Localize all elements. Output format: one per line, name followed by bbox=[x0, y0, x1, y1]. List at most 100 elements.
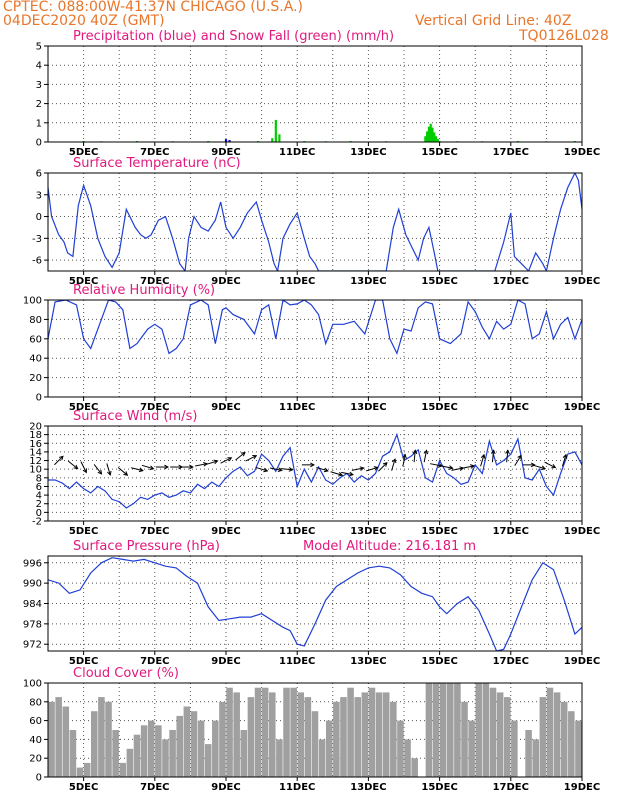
x-tick-label: 17DEC bbox=[493, 782, 529, 793]
cloud-bar bbox=[347, 687, 354, 777]
precip-bar bbox=[228, 140, 231, 142]
cloud-bar bbox=[233, 692, 240, 777]
x-tick-label: 19DEC bbox=[564, 147, 600, 158]
wind-arrow-head bbox=[338, 472, 344, 477]
cloud-bar bbox=[254, 687, 262, 777]
wind-arrow bbox=[205, 460, 218, 465]
cloud-bar bbox=[475, 683, 483, 777]
x-tick-label: 11DEC bbox=[279, 276, 315, 287]
cloud-bar bbox=[325, 720, 333, 777]
cloud-bar bbox=[290, 687, 297, 777]
cloud-bar bbox=[55, 697, 62, 777]
wind-arrow bbox=[430, 463, 443, 467]
x-tick-label: 17DEC bbox=[493, 147, 529, 158]
cloud-bar bbox=[461, 701, 468, 777]
y-tick-label: 8 bbox=[36, 473, 42, 484]
wind-arrow bbox=[402, 454, 406, 467]
wind-arrow-head bbox=[490, 449, 496, 455]
wind-arrow-head bbox=[402, 453, 407, 459]
y-tick-label: 996 bbox=[23, 558, 42, 569]
x-tick-label: 15DEC bbox=[421, 402, 457, 413]
wind-arrow bbox=[413, 450, 416, 463]
y-tick-label: 2 bbox=[36, 499, 42, 510]
cloud-bar bbox=[226, 687, 233, 777]
wind-arrow-head bbox=[138, 467, 144, 473]
cloud-bar bbox=[311, 711, 319, 777]
pressure-data bbox=[48, 557, 582, 651]
wind-arrow bbox=[378, 462, 388, 472]
cloud-bar bbox=[62, 706, 70, 777]
cloud-bar bbox=[98, 697, 105, 777]
cloud-bar bbox=[183, 706, 191, 777]
wind-arrow bbox=[117, 467, 128, 476]
wind-arrow bbox=[391, 458, 396, 471]
wind-arrow-head bbox=[149, 465, 155, 471]
wind-series-line bbox=[48, 432, 582, 509]
wind-arrow-head bbox=[412, 449, 418, 455]
cloud-bar bbox=[397, 720, 404, 777]
y-tick-label: 4 bbox=[36, 491, 42, 502]
humidity-data bbox=[48, 300, 582, 356]
init-time-label: 04DEC2020 40Z (GMT) bbox=[3, 13, 165, 29]
wind-arrow bbox=[280, 468, 293, 471]
y-tick-label: 3 bbox=[36, 190, 42, 201]
cloud-bar bbox=[511, 720, 518, 777]
wind-arrow bbox=[462, 465, 475, 469]
x-tick-label: 5DEC bbox=[69, 656, 98, 667]
cloud-bar bbox=[176, 715, 183, 777]
cloud-bar bbox=[261, 687, 269, 777]
precip-frame bbox=[47, 45, 583, 143]
cloud-bar bbox=[197, 720, 205, 777]
y-tick-label: 6 bbox=[36, 169, 42, 180]
pressure-series-line bbox=[48, 557, 582, 651]
x-tick-label: 5DEC bbox=[69, 782, 98, 793]
wind-arrow bbox=[131, 467, 143, 472]
cloud-bar bbox=[333, 701, 340, 777]
precip-bar bbox=[427, 126, 431, 142]
cloud-bar bbox=[404, 739, 411, 777]
cloud-bar bbox=[83, 762, 91, 777]
cloud-bar bbox=[546, 687, 554, 777]
wind-arrow-head bbox=[58, 455, 64, 461]
wind-arrow bbox=[235, 452, 246, 461]
wind-arrow-head bbox=[240, 451, 246, 457]
x-tick-label: 7DEC bbox=[140, 402, 169, 413]
cloud-bar bbox=[105, 701, 112, 777]
wind-arrow bbox=[533, 464, 546, 470]
wind-arrow-head bbox=[373, 466, 379, 471]
temperature-series-line bbox=[48, 173, 582, 271]
x-tick-label: 13DEC bbox=[350, 526, 386, 537]
wind-arrow-head bbox=[189, 464, 194, 470]
wind-arrow bbox=[514, 455, 522, 466]
precip-bar bbox=[424, 136, 427, 142]
cloud-bar bbox=[140, 725, 148, 777]
y-tick-label: 0 bbox=[36, 393, 42, 404]
x-tick-label: 19DEC bbox=[564, 526, 600, 537]
temperature-panel: -6 -3 0 3 6 5DEC 7DEC 9DEC 11DEC 13DEC 15DEC 17DEC 1… bbox=[32, 156, 600, 287]
x-tick-label: 11DEC bbox=[279, 526, 315, 537]
x-tick-label: 15DEC bbox=[421, 782, 457, 793]
wind-arrow-head bbox=[480, 453, 486, 459]
station-label: CPTEC: 088:00W-41:37N CHICAGO (U.S.A.) bbox=[3, 0, 304, 15]
humidity-panel: 0 20 40 60 80 100 5DEC 7DEC 9DEC 11DEC 13DEC 15DEC 1… bbox=[23, 283, 600, 413]
wind-arrow-head bbox=[359, 466, 365, 471]
wind-arrow bbox=[544, 461, 556, 468]
x-tick-label: 9DEC bbox=[211, 526, 240, 537]
x-tick-label: 11DEC bbox=[279, 656, 315, 667]
cloud-bar bbox=[447, 683, 454, 777]
cloud-bar bbox=[112, 730, 119, 777]
wind-arrow-head bbox=[541, 465, 547, 471]
wind-arrow-head bbox=[562, 453, 568, 459]
wind-arrow-head bbox=[263, 467, 269, 473]
cloud-bar bbox=[162, 739, 169, 777]
y-tick-label: 100 bbox=[23, 679, 42, 690]
temperature-data bbox=[48, 173, 582, 271]
cloud-title: Cloud Cover (%) bbox=[73, 666, 179, 681]
cloud-bar bbox=[119, 762, 127, 777]
y-tick-label: 16 bbox=[29, 439, 42, 450]
y-tick-label: 80 bbox=[29, 697, 42, 708]
x-tick-label: 15DEC bbox=[421, 526, 457, 537]
humidity-frame bbox=[47, 299, 583, 398]
y-tick-label: 0 bbox=[36, 138, 42, 149]
cloud-bar bbox=[454, 683, 461, 777]
